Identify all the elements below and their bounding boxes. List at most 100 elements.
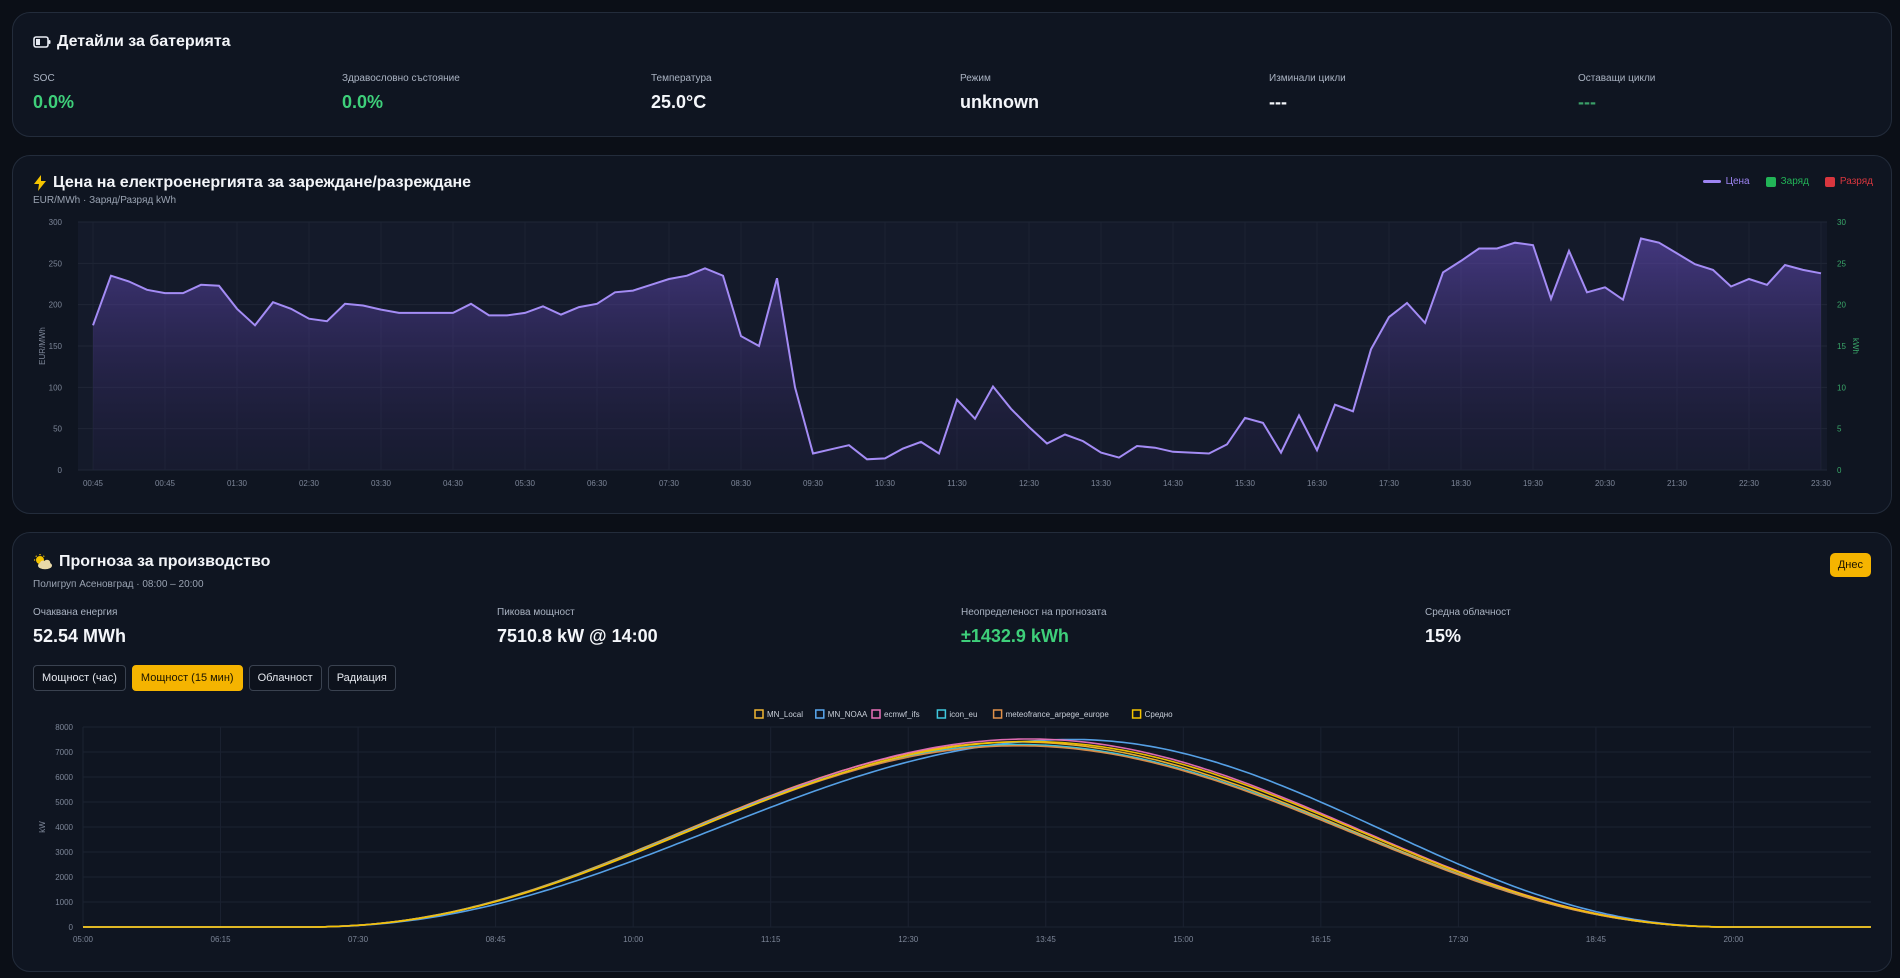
price-chart[interactable]: 0 50 100 150 200 250 300 0 5 10 15 20 25 30 EUR/MWh kWh…	[13, 156, 1893, 515]
today-button[interactable]: Днес	[1829, 553, 1871, 577]
prod-legend-label: MN_NOAA	[828, 710, 868, 719]
prod-xtick: 16:15	[1311, 935, 1332, 944]
forecast-panel: Прогноза за производство Полигруп Асенов…	[12, 532, 1892, 972]
price-xtick: 21:30	[1667, 479, 1688, 488]
prod-legend-label: meteofrance_arpege_europe	[1006, 710, 1110, 719]
price-title-text: Цена на електроенергията за зареждане/ра…	[53, 174, 472, 191]
prod-series-line	[83, 743, 1871, 928]
price-panel: Цена на електроенергията за зареждане/ра…	[12, 155, 1892, 514]
price-area	[93, 238, 1821, 470]
price-ytick: 150	[49, 342, 63, 351]
price-xtick: 20:30	[1595, 479, 1616, 488]
prod-series-line	[83, 741, 1871, 928]
forecast-stat-label: Очаквана енергия	[33, 607, 118, 618]
legend-label-charge: Заряд	[1780, 176, 1809, 187]
legend-label-discharge: Разряд	[1839, 176, 1873, 187]
prod-legend-swatch	[815, 709, 825, 719]
forecast-stat-label: Средна облачност	[1425, 607, 1511, 618]
price-xtick: 05:30	[515, 479, 536, 488]
prod-series-line	[83, 740, 1871, 928]
battery-stat-3: Режим unknown	[960, 73, 1039, 113]
price-y2label: kWh	[1851, 338, 1860, 354]
prod-series-line	[83, 745, 1871, 928]
prod-xtick: 12:30	[898, 935, 919, 944]
sun-cloud-icon	[34, 554, 52, 570]
prod-legend-swatch	[992, 709, 1003, 719]
price-line	[92, 237, 1822, 461]
tab-1[interactable]: Мощност (15 мин)	[131, 665, 243, 691]
forecast-stat-3: Средна облачност 15%	[1425, 607, 1511, 647]
prod-legend-item[interactable]: MN_Local	[754, 709, 803, 719]
prod-ytick: 6000	[55, 773, 73, 782]
price-xtick: 07:30	[659, 479, 680, 488]
battery-stat-0: SOC 0.0%	[33, 73, 74, 113]
battery-title: Детайли за батерията	[33, 33, 231, 51]
battery-stat-label: Режим	[960, 73, 991, 84]
prod-ytick: 4000	[55, 823, 73, 832]
price-y2tick: 30	[1837, 218, 1846, 227]
legend-item-charge[interactable]: Заряд	[1765, 176, 1809, 187]
prod-legend-item[interactable]: ecmwf_ifs	[871, 709, 920, 719]
prod-ytick: 0	[69, 923, 74, 932]
forecast-stat-value: 15%	[1425, 626, 1462, 646]
price-ytick: 50	[53, 425, 62, 434]
price-xtick: 10:30	[875, 479, 896, 488]
prod-legend-item[interactable]: icon_eu	[936, 709, 977, 719]
prod-ytick: 5000	[55, 798, 73, 807]
forecast-stat-0: Очаквана енергия 52.54 MWh	[33, 607, 126, 647]
forecast-stat-2: Неопределеност на прогнозата ±1432.9 kWh	[961, 607, 1107, 647]
forecast-title-text: Прогноза за производство	[59, 553, 271, 570]
battery-stat-label: Оставащи цикли	[1578, 73, 1656, 84]
tab-3[interactable]: Радиация	[327, 665, 396, 691]
tab-2[interactable]: Облачност	[248, 665, 322, 691]
forecast-stat-1: Пикова мощност 7510.8 kW @ 14:00	[497, 607, 658, 647]
price-xtick: 14:30	[1163, 479, 1184, 488]
price-xtick: 06:30	[587, 479, 608, 488]
battery-stat-4: Изминали цикли ---	[1269, 73, 1346, 113]
price-ylabel: EUR/MWh	[38, 327, 47, 365]
price-xtick: 01:30	[227, 479, 248, 488]
price-ytick: 200	[49, 301, 63, 310]
battery-panel: Детайли за батерията SOC 0.0% Здравословно…	[12, 12, 1892, 137]
battery-stat-label: Температура	[651, 73, 712, 84]
forecast-stat-value: 52.54 MWh	[33, 626, 127, 646]
price-xtick: 15:30	[1235, 479, 1256, 488]
battery-stat-label: SOC	[33, 73, 55, 84]
price-ytick: 300	[49, 218, 63, 227]
price-y2tick: 25	[1837, 259, 1846, 268]
price-xtick: 19:30	[1523, 479, 1544, 488]
prod-legend-item[interactable]: Средно	[1131, 709, 1174, 719]
price-xtick: 09:30	[803, 479, 824, 488]
price-xtick: 02:30	[299, 479, 320, 488]
battery-icon	[33, 36, 51, 48]
prod-legend-swatch	[871, 709, 881, 719]
battery-stat-label: Изминали цикли	[1269, 73, 1346, 84]
prod-legend-label: MN_Local	[767, 710, 803, 719]
tab-0[interactable]: Мощност (час)	[33, 665, 126, 691]
prod-legend-label: icon_eu	[949, 710, 977, 719]
battery-stat-value: unknown	[960, 92, 1039, 112]
prod-xtick: 08:45	[486, 935, 507, 944]
legend-item-price[interactable]: Цена	[1702, 176, 1750, 187]
prod-xtick: 13:45	[1036, 935, 1057, 944]
production-chart[interactable]: 0 1000 2000 3000 4000 5000 6000 7000 8000 kW 05:00…	[13, 533, 1893, 973]
legend-item-discharge[interactable]: Разряд	[1824, 176, 1873, 187]
prod-legend-item[interactable]: MN_NOAA	[815, 709, 868, 719]
price-xtick: 18:30	[1451, 479, 1472, 488]
battery-title-text: Детайли за батерията	[57, 33, 231, 50]
prod-series-line	[83, 738, 1871, 928]
price-xtick: 16:30	[1307, 479, 1328, 488]
lightning-icon	[34, 175, 46, 191]
price-y2tick: 5	[1837, 425, 1842, 434]
prod-xtick: 07:30	[348, 935, 369, 944]
price-xtick: 22:30	[1739, 479, 1760, 488]
legend-swatch-discharge	[1824, 176, 1835, 187]
prod-legend-item[interactable]: meteofrance_arpege_europe	[992, 709, 1110, 719]
battery-stat-1: Здравословно състояние 0.0%	[342, 73, 460, 113]
prod-xtick: 17:30	[1448, 935, 1469, 944]
forecast-stat-label: Пикова мощност	[497, 607, 575, 618]
price-ytick: 100	[49, 383, 63, 392]
battery-stat-2: Температура 25.0°C	[651, 73, 712, 113]
prod-ytick: 7000	[55, 748, 73, 757]
prod-xtick: 10:00	[623, 935, 644, 944]
